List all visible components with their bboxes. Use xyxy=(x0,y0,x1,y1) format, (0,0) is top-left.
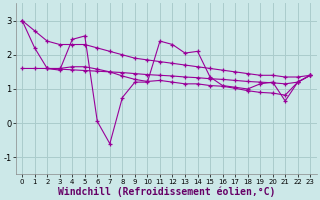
X-axis label: Windchill (Refroidissement éolien,°C): Windchill (Refroidissement éolien,°C) xyxy=(58,186,275,197)
